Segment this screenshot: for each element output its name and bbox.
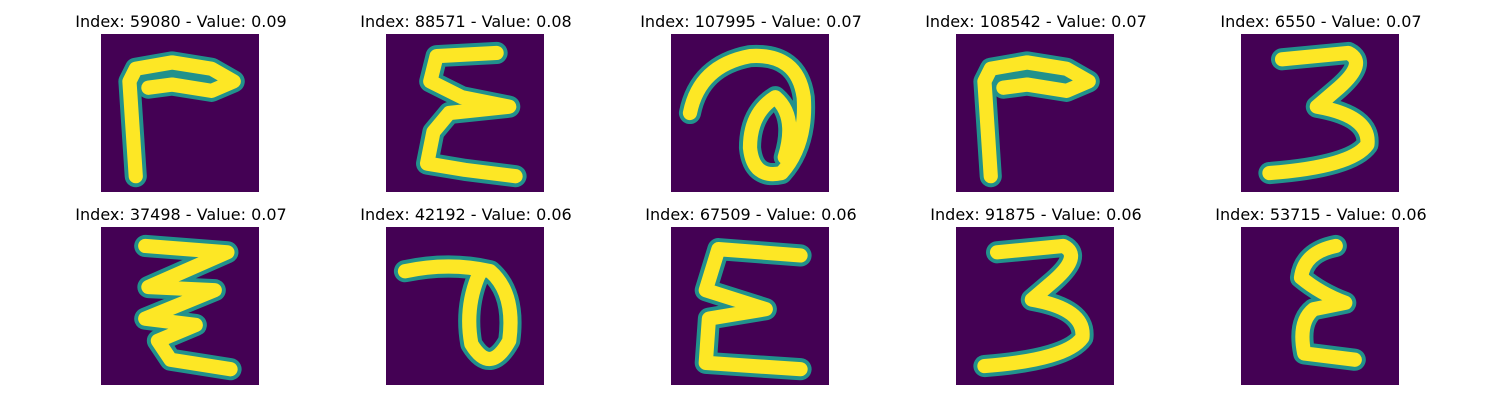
panel-title: Index: 88571 - Value: 0.08 xyxy=(360,12,572,31)
panel-title: Index: 91875 - Value: 0.06 xyxy=(930,205,1142,224)
glyph-svg xyxy=(134,234,242,381)
glyph-stroke xyxy=(1262,45,1375,181)
panel-title: Index: 107995 - Value: 0.07 xyxy=(640,12,862,31)
glyph-stroke xyxy=(122,55,241,184)
glyph-svg xyxy=(1258,41,1379,185)
glyph-svg xyxy=(118,51,245,188)
image-panel: Index: 107995 - Value: 0.07 xyxy=(601,0,901,192)
glyph-image xyxy=(671,227,829,385)
glyph-image xyxy=(386,34,544,192)
glyph-svg xyxy=(973,51,1100,188)
glyph-stroke xyxy=(977,238,1090,374)
glyph-stroke xyxy=(977,55,1096,184)
glyph-image xyxy=(956,34,1114,192)
glyph-stroke xyxy=(138,238,238,377)
glyph-image xyxy=(1241,227,1399,385)
glyph-image xyxy=(1241,34,1399,192)
image-panel: Index: 53715 - Value: 0.06 xyxy=(1171,193,1471,385)
image-panel: Index: 37498 - Value: 0.07 xyxy=(31,193,331,385)
panel-title: Index: 67509 - Value: 0.06 xyxy=(645,205,857,224)
glyph-image xyxy=(671,34,829,192)
image-panel: Index: 67509 - Value: 0.06 xyxy=(601,193,901,385)
panel-title: Index: 53715 - Value: 0.06 xyxy=(1215,205,1427,224)
glyph-svg xyxy=(393,255,522,370)
panel-title: Index: 6550 - Value: 0.07 xyxy=(1220,12,1422,31)
glyph-image xyxy=(956,227,1114,385)
glyph-image xyxy=(386,227,544,385)
image-panel: Index: 59080 - Value: 0.09 xyxy=(31,0,331,192)
glyph-stroke xyxy=(1293,238,1362,367)
image-panel: Index: 88571 - Value: 0.08 xyxy=(316,0,616,192)
panel-title: Index: 42192 - Value: 0.06 xyxy=(360,205,572,224)
glyph-image xyxy=(101,227,259,385)
glyph-stroke xyxy=(682,48,812,182)
glyph-svg xyxy=(694,238,812,381)
image-panel: Index: 108542 - Value: 0.07 xyxy=(886,0,1186,192)
glyph-svg xyxy=(1289,234,1366,371)
glyph-svg xyxy=(973,234,1094,378)
glyph-image xyxy=(101,34,259,192)
glyph-stroke xyxy=(397,259,518,366)
image-panel: Index: 42192 - Value: 0.06 xyxy=(316,193,616,385)
glyph-stroke xyxy=(419,45,523,184)
image-panel: Index: 91875 - Value: 0.06 xyxy=(886,193,1186,385)
panel-title: Index: 37498 - Value: 0.07 xyxy=(75,205,287,224)
glyph-svg xyxy=(678,44,816,186)
panel-title: Index: 59080 - Value: 0.09 xyxy=(75,12,287,31)
panel-title: Index: 108542 - Value: 0.07 xyxy=(925,12,1147,31)
glyph-stroke xyxy=(698,242,808,377)
glyph-svg xyxy=(416,41,527,188)
image-panel: Index: 6550 - Value: 0.07 xyxy=(1171,0,1471,192)
